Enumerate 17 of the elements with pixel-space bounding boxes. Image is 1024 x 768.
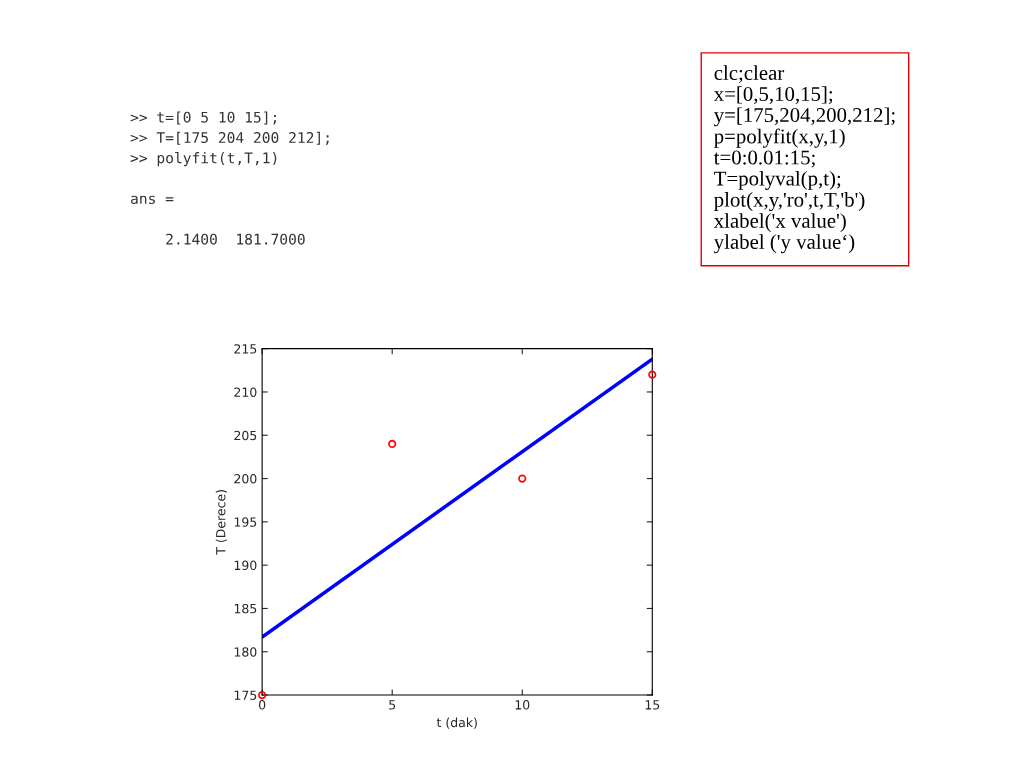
x-tick-label: 5 [389, 700, 396, 710]
x-tick-label: 10 [515, 700, 530, 710]
y-tick-label: 215 [234, 344, 257, 354]
x-tick-label: 15 [645, 700, 660, 710]
y-tick-label: 195 [234, 517, 257, 527]
y-tick-label: 175 [234, 690, 257, 700]
y-tick-label: 180 [234, 647, 257, 657]
y-axis-title: T (Derece) [215, 490, 227, 555]
y-tick-label: 185 [234, 603, 257, 614]
x-tick-label: 0 [258, 700, 266, 710]
y-tick-label: 210 [234, 387, 257, 397]
y-tick-label: 205 [234, 430, 257, 441]
text: >> t=[0 5 10 15]; >> T=[175 204 200 212]; >> polyfit(t,T,1) ans = 2.1400 181.7000 [130, 111, 329, 245]
y-tick-label: 200 [234, 474, 257, 484]
y-tick-label: 190 [234, 560, 257, 571]
text: clc;clear x=[0,5,10,15]; y=[175,204,200,212]; p=polyfit(x,y,1) t=0:0.01:15; T=polyval(p,t); plot(x,y,'ro',t,T,'b') xlabel('x value') ylabel ('y value‘) [713, 65, 895, 254]
x-axis-title: t (dak) [436, 717, 477, 729]
